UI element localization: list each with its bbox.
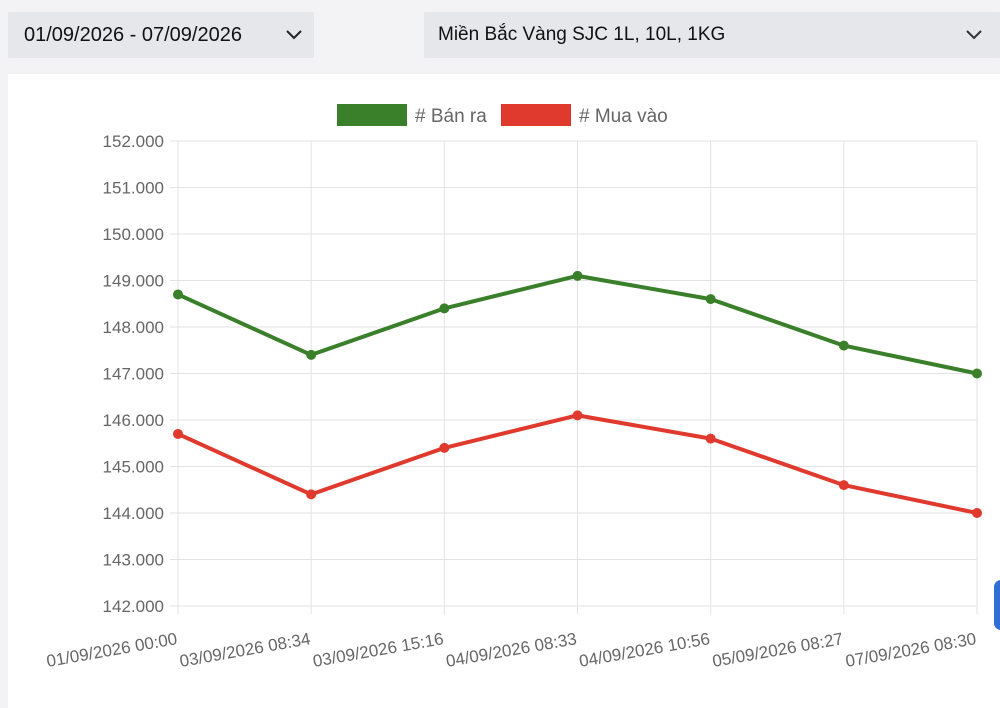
data-point-1 (705, 433, 716, 444)
product-value: Miền Bắc Vàng SJC 1L, 10L, 1KG (438, 24, 726, 45)
chevron-down-icon (966, 30, 982, 40)
data-point-0 (572, 270, 583, 281)
legend-swatch (501, 104, 571, 126)
y-tick-label: 146.000 (103, 411, 164, 430)
legend-label: # Bán ra (415, 106, 487, 127)
date-range-select[interactable]: 01/09/2026 - 07/09/2026 (8, 12, 314, 58)
y-tick-label: 142.000 (103, 597, 164, 616)
y-tick-label: 149.000 (103, 272, 164, 291)
y-tick-label: 151.000 (103, 179, 164, 198)
x-tick-label: 05/09/2026 08:27 (711, 629, 845, 671)
legend-label: # Mua vào (579, 106, 668, 127)
data-point-0 (705, 294, 716, 305)
x-tick-label: 04/09/2026 08:33 (445, 629, 579, 671)
product-select[interactable]: Miền Bắc Vàng SJC 1L, 10L, 1KG (424, 12, 1000, 58)
data-point-0 (972, 368, 982, 379)
x-tick-label: 04/09/2026 10:56 (578, 629, 712, 671)
price-chart-card: 142.000 143.000 144.000 145.000 146.000 147.0… (8, 74, 1000, 708)
data-point-1 (173, 428, 183, 439)
legend-swatch (337, 104, 407, 126)
data-point-1 (572, 410, 583, 421)
y-tick-label: 147.000 (103, 365, 164, 384)
y-tick-label: 148.000 (103, 318, 164, 337)
y-tick-label: 152.000 (103, 132, 164, 151)
data-point-0 (306, 349, 317, 360)
data-point-1 (439, 442, 450, 453)
date-range-value: 01/09/2026 - 07/09/2026 (24, 23, 242, 46)
data-point-0 (439, 303, 450, 314)
y-tick-label: 144.000 (103, 504, 164, 523)
x-tick-label: 01/09/2026 00:00 (45, 629, 179, 671)
x-tick-label: 03/09/2026 15:16 (311, 629, 445, 671)
data-point-1 (306, 489, 317, 500)
y-tick-label: 150.000 (103, 225, 164, 244)
price-line-chart: 142.000 143.000 144.000 145.000 146.000 147.0… (45, 104, 982, 671)
data-point-0 (838, 340, 849, 351)
data-point-0 (173, 289, 183, 300)
y-tick-label: 143.000 (103, 551, 164, 570)
y-tick-label: 145.000 (103, 458, 164, 477)
x-tick-label: 07/09/2026 08:30 (844, 629, 978, 671)
data-point-1 (838, 480, 849, 491)
data-point-1 (972, 508, 982, 518)
x-tick-label: 03/09/2026 08:34 (178, 629, 312, 671)
chevron-down-icon (286, 30, 302, 40)
floating-side-tab[interactable] (994, 580, 1000, 630)
